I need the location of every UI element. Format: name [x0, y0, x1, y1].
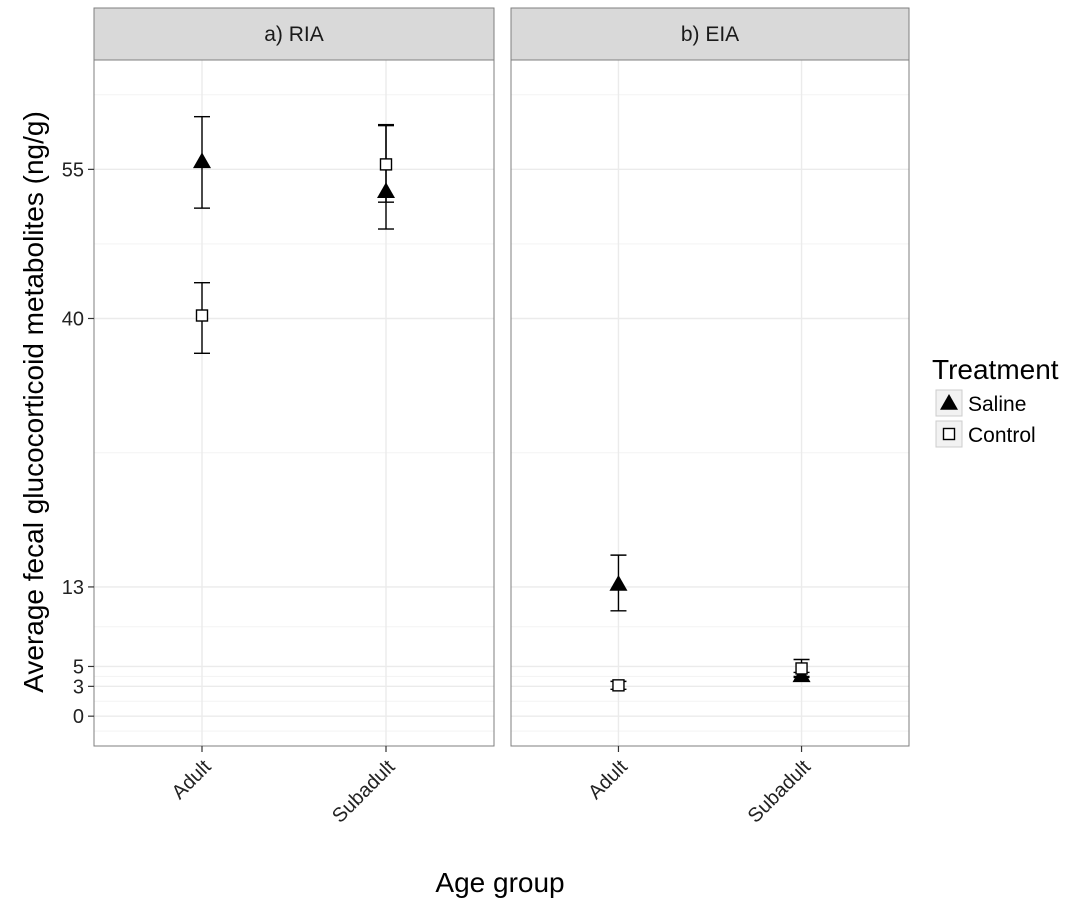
- legend-label: Saline: [968, 393, 1026, 416]
- data-point: [193, 152, 211, 169]
- facet-strip: [93, 7, 495, 61]
- data-point: [379, 158, 393, 171]
- legend-label: Control: [968, 424, 1036, 447]
- legend: Treatment Saline Control: [932, 354, 1059, 448]
- panel-background: [94, 60, 494, 746]
- facet-panel: a) RIA: [93, 7, 495, 747]
- facet-strip: [510, 7, 910, 61]
- y-tick-label: 40: [62, 308, 84, 330]
- data-point: [612, 679, 625, 692]
- data-point: [609, 574, 628, 591]
- x-tick-label: Adult: [584, 756, 632, 804]
- data-point: [195, 309, 209, 322]
- facet-panel: b) EIA: [510, 7, 910, 747]
- legend-symbol: [940, 394, 958, 410]
- legend-item: Control: [935, 420, 1036, 448]
- x-axis-title: Age group: [435, 867, 564, 898]
- y-tick-label: 0: [73, 706, 84, 728]
- y-tick-label: 5: [73, 656, 84, 678]
- x-tick-label: Subadult: [744, 756, 816, 828]
- legend-symbol: [942, 427, 956, 441]
- y-tick-label: 55: [62, 159, 84, 181]
- facet-strip-label: a) RIA: [264, 23, 324, 46]
- legend-item: Saline: [935, 389, 1026, 417]
- x-axis: Adult Subadult Adult Subadult: [168, 746, 816, 828]
- y-tick-label: 3: [73, 676, 84, 698]
- panel-background: [511, 60, 909, 746]
- panel-border: [93, 59, 495, 747]
- legend-title: Treatment: [932, 354, 1059, 385]
- x-tick-label: Adult: [168, 756, 216, 804]
- y-tick-label: 13: [62, 577, 84, 599]
- series-control: [194, 123, 810, 692]
- y-axis: 0 35 13 40 55: [62, 159, 94, 728]
- facet-strip-label: b) EIA: [681, 23, 739, 46]
- facet-panels: a) RIA b) EIA: [93, 7, 910, 747]
- panel-border: [510, 59, 910, 747]
- y-axis-title: Average fecal glucocorticoid metabolites…: [18, 111, 49, 693]
- data-point: [795, 662, 808, 675]
- x-tick-label: Subadult: [328, 756, 400, 828]
